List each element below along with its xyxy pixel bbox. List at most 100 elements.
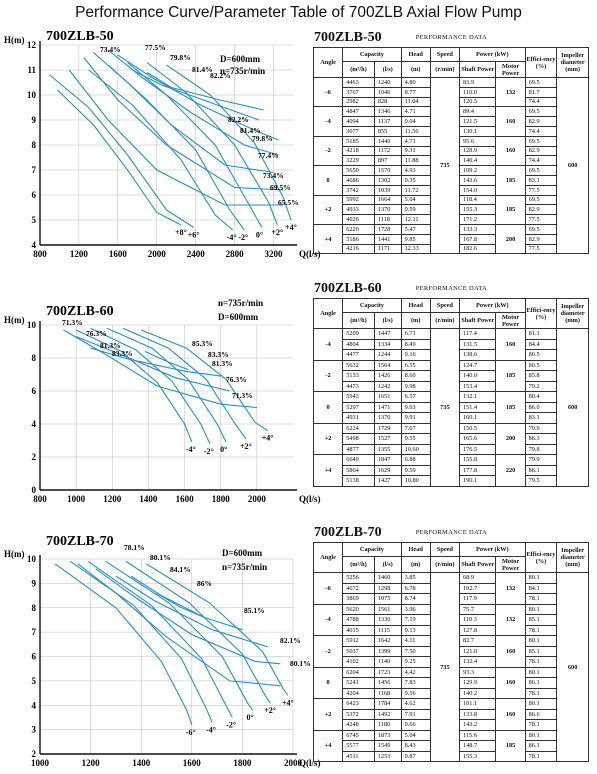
efficiency-label: 73.4% [100, 45, 121, 54]
cell-capacity-m3h: 6423 [342, 698, 375, 710]
efficiency-curve [90, 347, 221, 377]
cell-efficiency: 78.1 [524, 687, 558, 699]
cell-capacity-ls: 1302 [373, 174, 402, 186]
blade-angle-label: +8° [175, 228, 187, 237]
efficiency-curve [95, 568, 281, 665]
cell-motor-power: 160 [495, 135, 526, 167]
blade-angle-curve [166, 64, 292, 221]
y-tick-label: 4 [32, 419, 37, 429]
performance-data-label: PERFORMANCE DATA [415, 34, 487, 42]
cell-capacity-ls: 1137 [373, 116, 402, 127]
cell-head: 12.11 [400, 214, 431, 225]
cell-capacity-ls: 1723 [373, 666, 402, 678]
cell-capacity-ls: 1471 [373, 401, 402, 413]
cell-head: 8.43 [400, 740, 431, 752]
x-tick-label: 1000 [31, 758, 50, 768]
cell-efficiency: 86.1 [524, 740, 558, 752]
header-capacity-ls: (l/s) [373, 61, 402, 78]
table-row: 5498 1527 9.55 165.6 86.3 [314, 433, 589, 445]
chart-3: 1000 1200 1400 1600 1800 2000 2 3 4 5 6 7 8 9 10H(m) Q(… [4, 534, 321, 768]
cell-efficiency: 77.5 [524, 184, 558, 196]
header-head-unit: (m) [400, 61, 431, 78]
header-head-unit: (m) [400, 556, 431, 573]
cell-shaft-power: 110.0 [458, 86, 497, 98]
cell-capacity-ls: 1046 [373, 86, 402, 98]
cell-motor-power: 200 [495, 422, 526, 455]
table-row: 4216 1171 12.33 182.6 77.5 [314, 243, 589, 255]
cell-angle: -6 [312, 572, 344, 605]
cell-shaft-power: 132.4 [458, 656, 497, 668]
cell-efficiency: 86.6 [524, 708, 558, 720]
cell-shaft-power: 75.7 [458, 603, 497, 615]
cell-efficiency: 80.1 [524, 603, 558, 615]
cell-shaft-power: 190.1 [458, 475, 497, 487]
cell-shaft-power: 133.8 [458, 708, 497, 720]
header-shaft-power: Shaft Power [458, 61, 497, 78]
blade-angle-curve [90, 327, 211, 445]
table-row: 4204 1168 9.56 140.2 78.1 [314, 687, 589, 699]
cell-efficiency: 79.5 [524, 475, 558, 487]
cell-efficiency: 80.1 [524, 729, 558, 741]
efficiency-label: 71.3% [232, 391, 253, 400]
cell-capacity-m3h: 5632 [342, 359, 375, 371]
cell-head: 9.04 [400, 116, 431, 127]
cell-angle: +4 [312, 729, 344, 762]
cell-head: 7.50 [400, 645, 431, 657]
cell-capacity-m3h: 4102 [342, 656, 375, 668]
y-tick-label: 8 [32, 140, 37, 150]
cell-efficiency: 74.4 [524, 125, 558, 137]
y-tick-label: 9 [32, 115, 37, 125]
cell-capacity-m3h: 4463 [342, 77, 375, 88]
cell-shaft-power: 154.0 [458, 184, 497, 196]
cell-capacity-m3h: 5864 [342, 464, 375, 476]
cell-head: 11.72 [400, 184, 431, 196]
efficiency-label: 79.8% [170, 53, 191, 62]
cell-head: 11.04 [400, 96, 431, 108]
table-row: 3869 1075 8.74 117.9 78.1 [314, 593, 589, 605]
cell-shaft-power: 140.0 [458, 370, 497, 382]
table-row: -6 5256 1460 3.85 735 68.9 132 80.1 600 [312, 572, 589, 762]
cell-capacity-ls: 1399 [373, 645, 402, 657]
cell-capacity-m3h: 4015 [342, 624, 375, 636]
blade-angle-curve [57, 89, 182, 226]
performance-data-label: PERFORMANCE DATA [415, 529, 487, 537]
cell-head: 7.19 [400, 614, 431, 626]
cell-efficiency: 86.3 [524, 433, 558, 445]
header-head-unit: (m) [400, 312, 431, 329]
cell-capacity-ls: 1492 [373, 708, 402, 720]
cell-shaft-power: 95.6 [458, 135, 497, 147]
x-tick-label: 2400 [187, 249, 206, 259]
cell-angle: 0 [312, 391, 344, 424]
chart-note: n=735r/min [220, 66, 265, 76]
blade-angle-label: +6° [188, 231, 200, 240]
cell-head: 6.88 [400, 454, 431, 466]
cell-head: 7.83 [400, 677, 431, 689]
header-head: Head [400, 542, 431, 557]
cell-capacity-m3h: 4788 [342, 614, 375, 626]
cell-angle: +4 [312, 454, 344, 487]
efficiency-label: 71.3% [62, 318, 83, 327]
cell-efficiency: 80.1 [524, 572, 558, 584]
header-power: Power (kW) [458, 47, 526, 62]
cell-head: 9.59 [400, 204, 431, 216]
cell-head: 9.98 [400, 380, 431, 392]
efficiency-label: 82.2% [228, 115, 249, 124]
cell-capacity-ls: 1664 [373, 194, 402, 206]
cell-efficiency: 69.5 [524, 194, 558, 206]
cell-capacity-ls: 1171 [373, 243, 402, 255]
efficiency-curve [68, 69, 284, 206]
cell-shaft-power: 128.9 [458, 145, 497, 157]
cell-efficiency: 69.5 [524, 135, 558, 147]
blade-angle-label: -2° [204, 447, 214, 456]
cell-capacity-ls: 1651 [373, 391, 402, 403]
x-tick-label: 1600 [109, 249, 128, 259]
cell-capacity-ls: 1441 [373, 233, 402, 245]
y-tick-label: 8 [32, 353, 37, 363]
table-row: 4511 1253 9.87 155.3 78.1 [314, 750, 589, 762]
x-tick-label: 1000 [67, 494, 86, 504]
cell-efficiency: 77.5 [524, 243, 558, 255]
cell-efficiency: 81.1 [524, 328, 558, 340]
cell-capacity-m3h: 4804 [342, 338, 375, 350]
header-impeller: Impeller diameter (mm) [556, 47, 589, 78]
header-capacity: Capacity [342, 47, 402, 62]
